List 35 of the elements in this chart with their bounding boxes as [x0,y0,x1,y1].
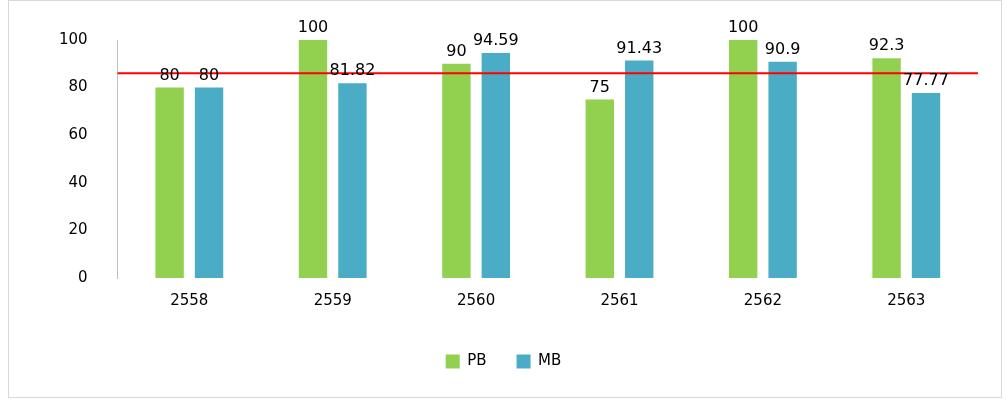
bar [911,92,941,278]
bar [585,99,614,278]
bar [298,40,328,278]
data-label: 77.77 [903,70,949,90]
data-label: 100 [727,17,759,37]
bar [872,58,901,278]
bar [768,61,797,278]
data-label: 75 [589,76,610,96]
bar [194,87,224,278]
y-tick-label: 40 [68,172,88,191]
data-label: 90.9 [764,38,801,58]
bar [155,87,184,278]
bar [625,60,654,278]
legend-label: PB [467,351,487,370]
y-tick-label: 20 [68,220,88,239]
x-tick-label: 2563 [887,290,926,309]
data-label: 94.59 [472,30,519,50]
data-label: 92.3 [868,35,905,55]
y-tick-label: 60 [68,125,88,144]
data-label: 90 [446,40,467,60]
bar [729,40,758,278]
data-label: 91.43 [616,37,663,57]
x-tick-label: 2559 [313,290,352,309]
y-tick-label: 100 [58,29,88,48]
legend-label: MB [538,351,562,370]
y-tick-label: 0 [78,267,88,286]
bar [338,83,367,278]
data-label: 100 [297,17,329,37]
x-tick-label: 2558 [170,290,209,309]
bar [442,63,471,278]
bar [481,52,511,278]
y-tick-label: 80 [68,77,88,96]
x-tick-label: 2562 [743,290,782,309]
x-tick-label: 2560 [457,290,496,309]
x-tick-label: 2561 [600,290,639,309]
